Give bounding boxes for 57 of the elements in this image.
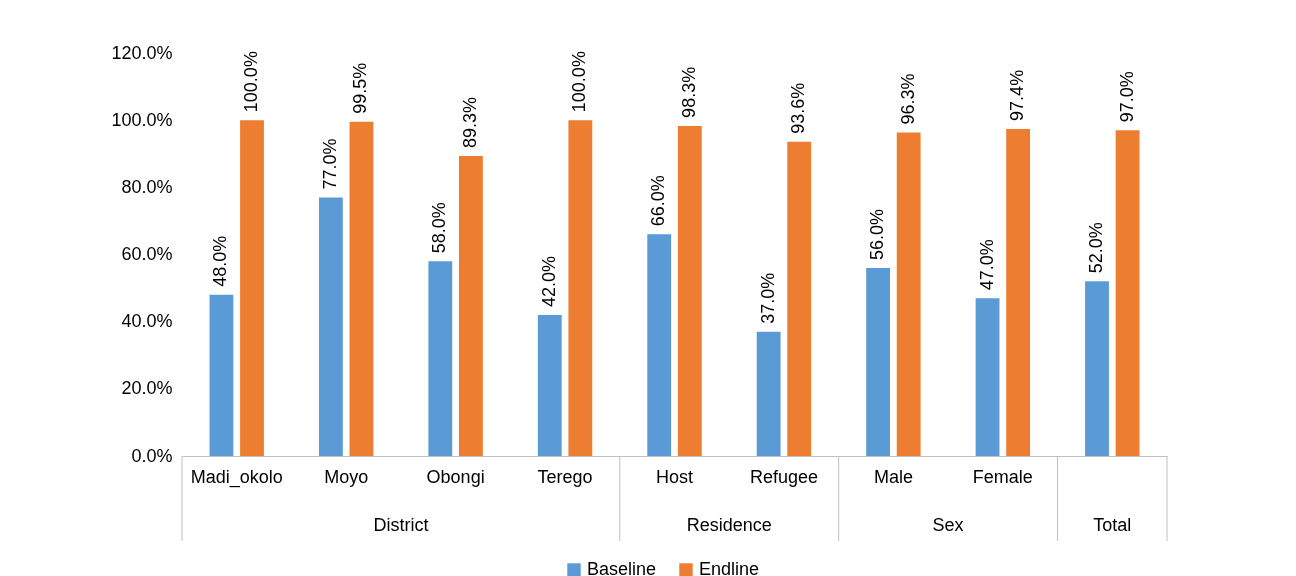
bar xyxy=(537,314,562,456)
data-label: 48.0% xyxy=(210,235,231,287)
bar xyxy=(896,132,921,456)
bar xyxy=(568,120,593,456)
bar xyxy=(1006,128,1031,456)
data-label: 100.0% xyxy=(569,51,590,113)
bar xyxy=(209,294,234,456)
data-label: 97.4% xyxy=(1007,69,1028,121)
bar xyxy=(1085,281,1109,456)
data-label: 89.3% xyxy=(459,97,480,149)
y-tick-label: 60.0% xyxy=(121,244,173,264)
data-label: 96.3% xyxy=(897,73,918,125)
data-label: 77.0% xyxy=(319,138,340,190)
data-label: 98.3% xyxy=(678,66,699,118)
bar xyxy=(866,267,891,456)
data-label: 99.5% xyxy=(350,62,371,114)
bar xyxy=(349,121,374,456)
data-label: 93.6% xyxy=(788,82,809,134)
data-label: 37.0% xyxy=(757,272,778,324)
bar xyxy=(787,141,812,456)
x-tick-label: Terego xyxy=(537,466,593,487)
text: Total xyxy=(1093,515,1132,535)
x-tick-label: Female xyxy=(972,466,1033,487)
legend-label: Endline xyxy=(699,559,760,576)
bar xyxy=(318,197,343,456)
data-label: 97.0% xyxy=(1116,71,1137,123)
y-tick-label: 40.0% xyxy=(121,311,173,332)
y-tick-label: 120.0% xyxy=(111,42,173,63)
y-tick-label: 80.0% xyxy=(121,176,173,197)
data-label: 66.0% xyxy=(648,175,669,227)
bar xyxy=(428,261,453,456)
x-tick-label: Madi_okolo xyxy=(190,466,283,488)
y-tick-label: 20.0% xyxy=(121,378,173,399)
data-label: 58.0% xyxy=(429,202,450,254)
y-tick-label: 100.0% xyxy=(111,109,173,130)
text: District xyxy=(373,515,429,535)
data-label: 100.0% xyxy=(241,51,262,113)
x-tick-label: Moyo xyxy=(324,466,369,487)
data-label: 52.0% xyxy=(1085,222,1106,274)
bar xyxy=(975,298,1000,456)
text: Sex xyxy=(932,515,964,535)
bar xyxy=(677,125,702,456)
data-label: 47.0% xyxy=(976,239,997,291)
bar xyxy=(1115,130,1140,456)
x-tick-label: Obongi xyxy=(426,466,485,487)
text: Residence xyxy=(686,515,772,535)
legend-label: Baseline xyxy=(587,559,657,576)
y-tick-label: 0.0% xyxy=(131,445,173,466)
x-tick-label: Host xyxy=(655,466,694,487)
data-label: 56.0% xyxy=(867,208,888,260)
x-tick-label: Male xyxy=(873,466,913,487)
bar xyxy=(756,331,781,456)
data-label: 42.0% xyxy=(538,255,559,307)
bar xyxy=(240,120,264,456)
bar xyxy=(458,156,483,456)
x-tick-label: Refugee xyxy=(749,466,818,487)
bar xyxy=(647,234,672,456)
